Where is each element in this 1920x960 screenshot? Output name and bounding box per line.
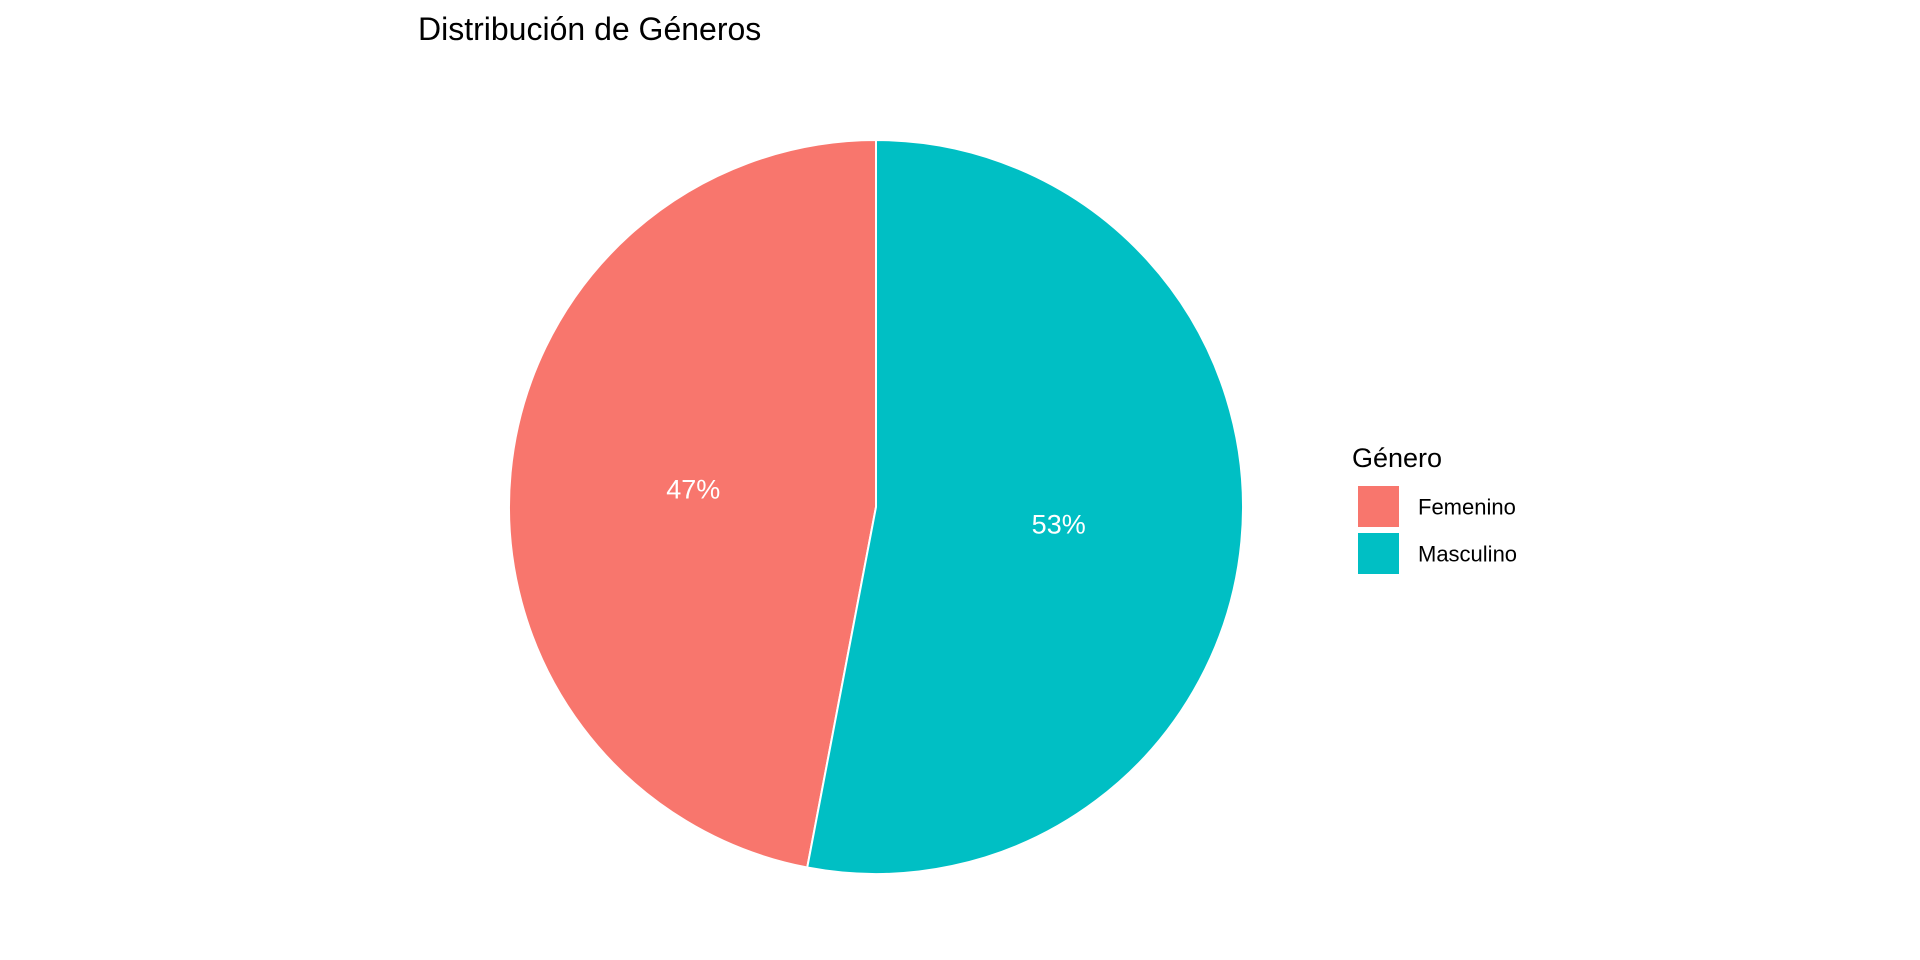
chart-title: Distribución de Géneros [418,11,761,47]
legend-swatch-femenino [1358,486,1399,527]
slice-label-femenino: 47% [666,475,720,505]
legend-label-masculino: Masculino [1418,542,1517,567]
legend-title: Género [1352,443,1442,473]
pie-slice-labels: 47% 53% [666,475,1085,540]
pie-slices [508,138,1244,875]
legend-swatch-masculino [1358,533,1399,574]
legend: Género Femenino Masculino [1352,443,1517,574]
legend-items: Femenino Masculino [1358,486,1517,574]
pie-slice-femenino [508,138,877,869]
pie-slice-masculino [806,138,1244,875]
legend-label-femenino: Femenino [1418,495,1516,520]
slice-label-masculino: 53% [1032,509,1086,539]
